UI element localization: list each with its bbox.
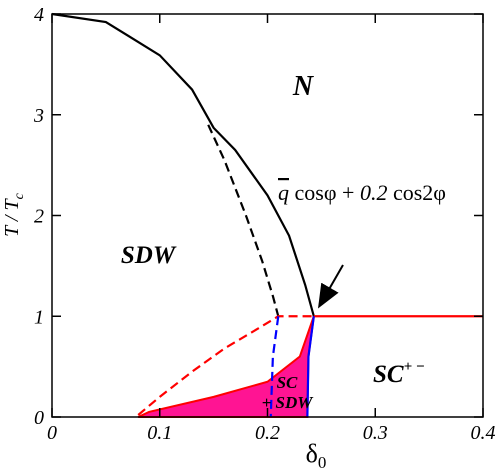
x-label-sub: 0: [318, 453, 327, 472]
y-label-sub: c: [12, 192, 27, 199]
x-tick-label: 0.4: [471, 422, 496, 444]
x-tick-label: 0.3: [363, 422, 388, 444]
y-tick-label: 4: [34, 4, 44, 26]
label-sc-base: SC: [373, 361, 404, 388]
label-sc: SC+ −: [373, 359, 425, 388]
x-tick-label: 0.2: [255, 422, 280, 444]
x-axis-label: δ0: [306, 439, 327, 472]
x-label-base: δ: [306, 439, 318, 468]
x-tick-label: 0.1: [147, 422, 172, 444]
frame: [51, 13, 484, 418]
x-tick-label: 0: [47, 422, 57, 444]
y-axis-label: T / Tc: [1, 192, 27, 236]
y-tick-label: 3: [33, 105, 44, 127]
y-tick-label: 1: [34, 306, 44, 328]
formula-coef: 0.2: [360, 180, 388, 205]
y-tick-label: 2: [34, 206, 44, 228]
y-tick-label: 0: [34, 407, 44, 429]
label-coexist-2: + SDW: [262, 393, 315, 412]
phase-line: [207, 124, 280, 317]
y-label-base: T / T: [1, 198, 23, 237]
formula-q: q: [278, 180, 289, 205]
formula-part: cosφ +: [289, 180, 360, 205]
formula-part: cos2φ: [387, 180, 446, 205]
phase-line: [306, 316, 315, 418]
label-n: N: [292, 71, 315, 102]
arrow: [318, 264, 344, 309]
plot-area: [51, 12, 483, 418]
label-sc-sup: + −: [404, 359, 425, 375]
label-sdw: SDW: [121, 242, 177, 269]
formula: q cosφ + 0.2 cos2φ: [278, 180, 446, 205]
label-coexist-1: SC: [277, 373, 298, 392]
phase-line: [51, 12, 315, 317]
